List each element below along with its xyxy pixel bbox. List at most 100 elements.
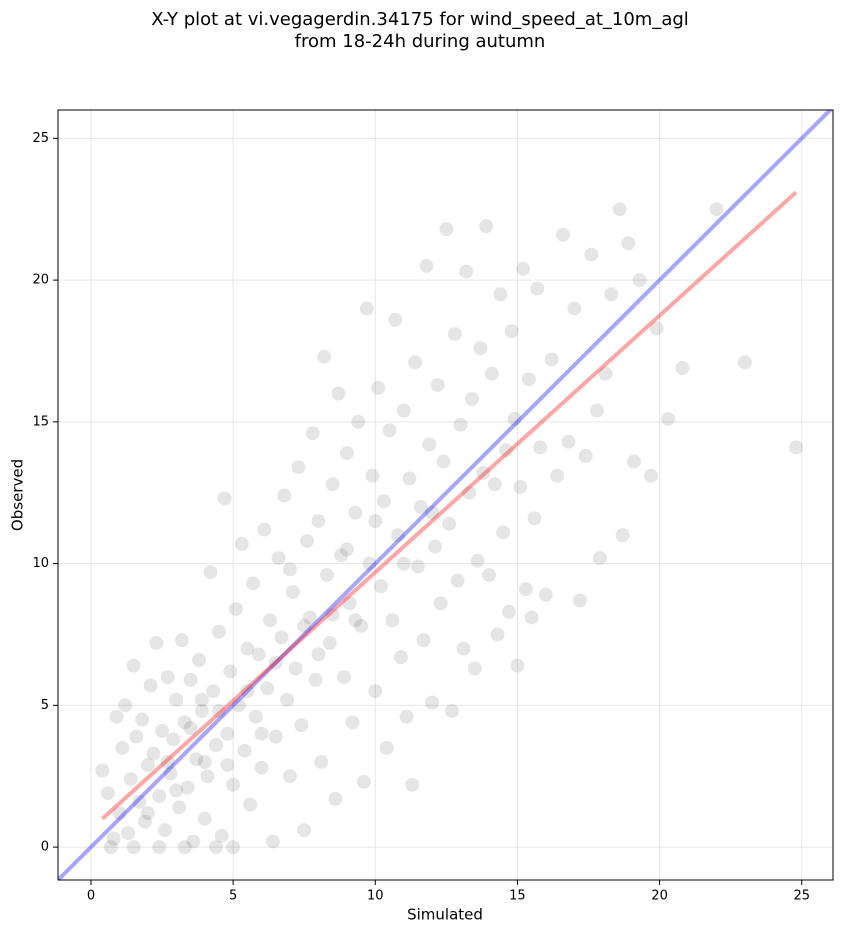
point — [362, 556, 377, 571]
point — [291, 460, 306, 475]
point — [197, 755, 212, 770]
point — [496, 525, 511, 540]
point — [101, 786, 116, 801]
point — [288, 661, 303, 676]
point — [487, 477, 502, 492]
point — [217, 491, 232, 506]
point — [342, 596, 357, 611]
point — [371, 380, 386, 395]
point — [408, 355, 423, 370]
point — [220, 726, 235, 741]
point — [504, 324, 519, 339]
point — [180, 780, 195, 795]
point — [118, 698, 133, 713]
y-tick-label: 5 — [41, 698, 49, 713]
point — [425, 505, 440, 520]
point — [518, 582, 533, 597]
point — [120, 825, 135, 840]
point — [260, 681, 275, 696]
y-tick-label: 10 — [32, 556, 49, 571]
point — [499, 443, 514, 458]
point — [243, 797, 258, 812]
point — [237, 743, 252, 758]
point — [169, 692, 184, 707]
point — [209, 840, 224, 855]
point — [621, 236, 636, 251]
point — [274, 630, 289, 645]
point — [149, 635, 164, 650]
point — [257, 522, 272, 537]
point — [527, 511, 542, 526]
point — [248, 709, 263, 724]
point — [334, 548, 349, 563]
point — [137, 814, 152, 829]
point — [399, 709, 414, 724]
point — [516, 261, 531, 276]
x-tick-label: 5 — [229, 889, 237, 904]
point — [382, 423, 397, 438]
plot-area — [58, 110, 833, 880]
x-tick-label: 20 — [651, 889, 668, 904]
point — [348, 613, 363, 628]
point — [223, 664, 238, 679]
point — [649, 321, 664, 336]
point — [206, 684, 221, 699]
point — [445, 704, 460, 719]
point — [268, 729, 283, 744]
point — [396, 556, 411, 571]
point — [345, 715, 360, 730]
point — [228, 601, 243, 616]
point — [427, 539, 442, 554]
point — [177, 715, 192, 730]
point — [331, 386, 346, 401]
point — [285, 584, 300, 599]
point — [439, 222, 454, 237]
point — [339, 446, 354, 461]
point — [302, 610, 317, 625]
point — [339, 542, 354, 557]
point — [413, 499, 428, 514]
fit-line — [58, 110, 833, 880]
point — [129, 729, 144, 744]
point — [376, 494, 391, 509]
point — [214, 828, 229, 843]
point — [416, 633, 431, 648]
point — [550, 468, 565, 483]
point — [265, 834, 280, 849]
point — [410, 559, 425, 574]
ticks: 0 5 10 15 20 25 0 5 10 15 20 25 — [32, 131, 810, 904]
point — [194, 704, 209, 719]
point — [419, 258, 434, 273]
point — [373, 579, 388, 594]
point — [572, 593, 587, 608]
point — [186, 834, 201, 849]
fit-line — [101, 190, 798, 821]
point — [578, 448, 593, 463]
point — [467, 661, 482, 676]
point — [277, 488, 292, 503]
point — [644, 468, 659, 483]
point — [379, 740, 394, 755]
point — [337, 670, 352, 685]
point — [425, 695, 440, 710]
point — [388, 312, 403, 327]
point — [507, 412, 522, 427]
point — [192, 653, 207, 667]
point — [661, 412, 676, 427]
point — [95, 763, 110, 778]
point — [555, 227, 570, 242]
point — [220, 757, 235, 772]
point — [501, 604, 516, 619]
point — [160, 755, 175, 770]
point — [328, 791, 343, 806]
axes-frame — [57, 109, 834, 881]
point — [538, 587, 553, 602]
point — [183, 672, 198, 687]
point — [490, 627, 505, 642]
point — [789, 440, 804, 455]
point — [433, 596, 448, 611]
point — [396, 403, 411, 418]
point — [359, 301, 374, 316]
point — [126, 658, 141, 673]
point — [268, 655, 283, 670]
